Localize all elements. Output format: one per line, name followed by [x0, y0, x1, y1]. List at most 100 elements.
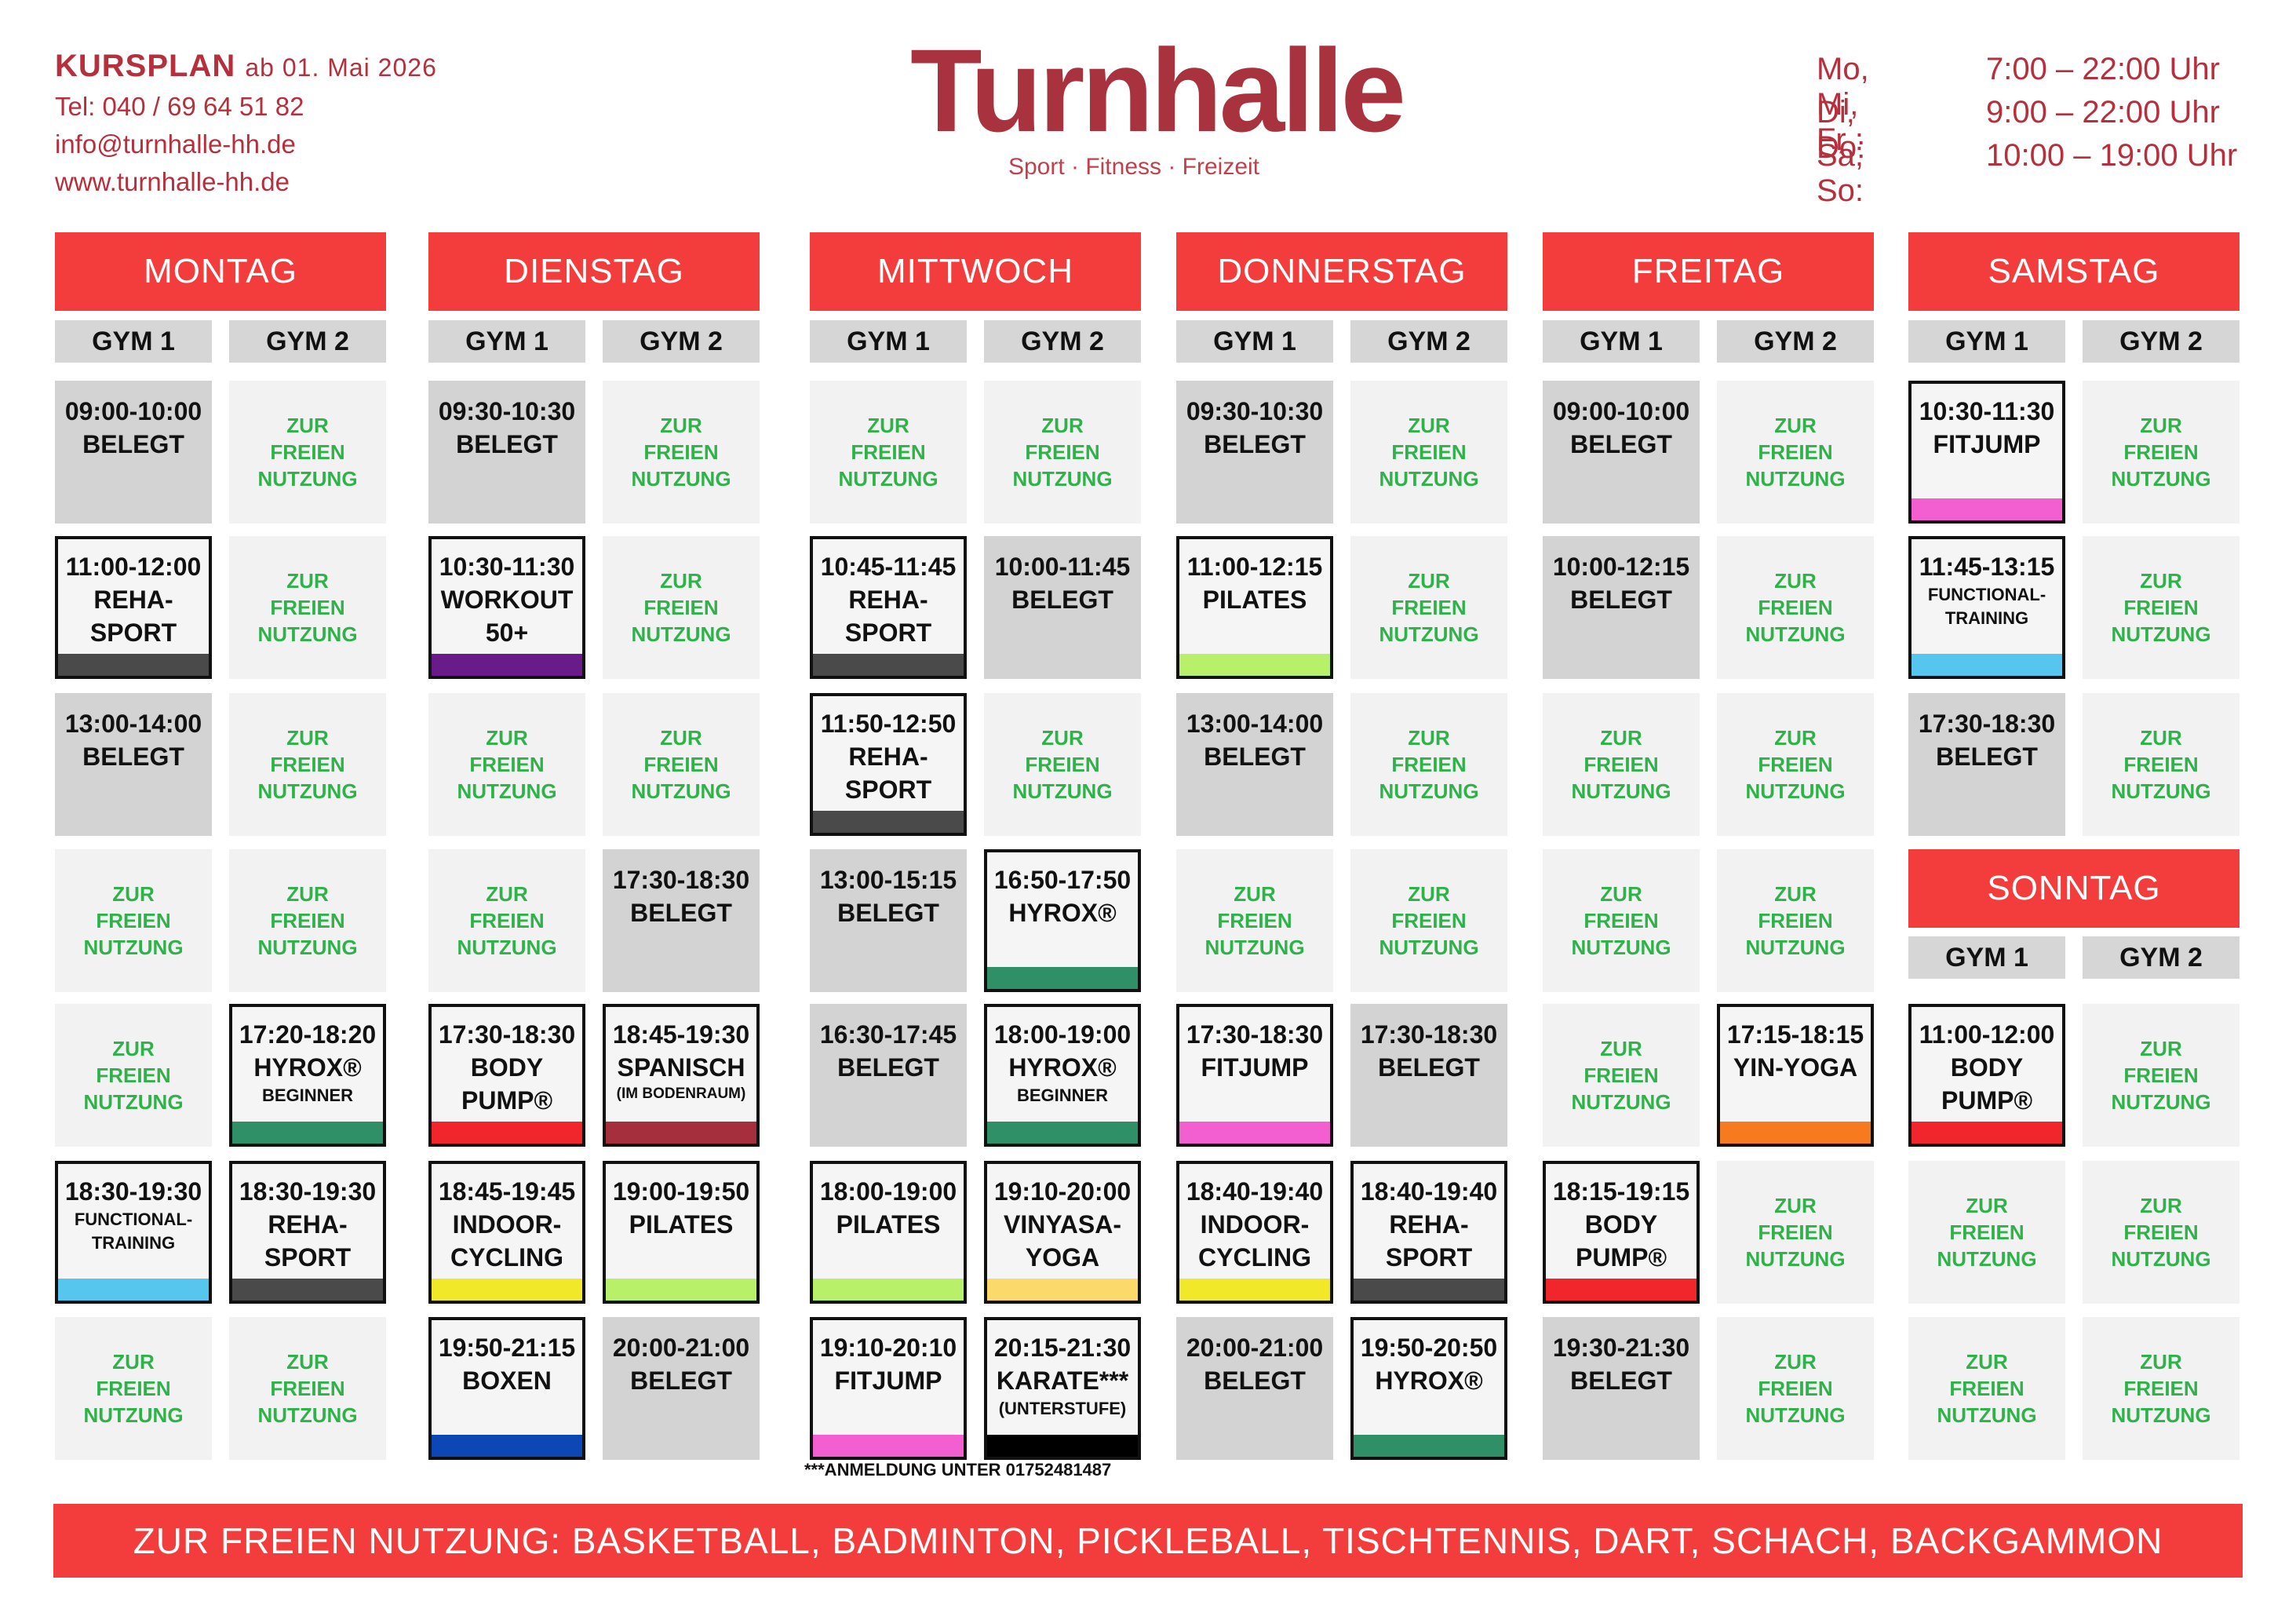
course-slot[interactable]: 10:45-11:45 REHA- SPORT — [810, 536, 967, 679]
course-slot[interactable]: 10:30-11:30 WORKOUT 50+ — [428, 536, 585, 679]
slot-time: 17:30-18:30 — [1186, 1020, 1324, 1049]
course-slot[interactable]: 16:50-17:50 HYROX® — [984, 849, 1141, 992]
email[interactable]: info@turnhalle-hh.de — [55, 130, 296, 159]
slot-title: WORKOUT — [440, 586, 574, 614]
slot-title: BELEGT — [1570, 1366, 1672, 1395]
free-slot-label: ZUR FREIEN NUTZUNG — [838, 414, 938, 491]
slot-time: 13:00-14:00 — [64, 710, 202, 738]
gym1-header: GYM 1 — [1908, 936, 2065, 979]
slot-title: FITJUMP — [834, 1366, 942, 1395]
course-color-bar — [987, 967, 1138, 989]
slot-time: 11:00-12:00 — [1919, 1020, 2055, 1049]
slot-title: FITJUMP — [1201, 1053, 1309, 1082]
course-slot[interactable]: 18:15-19:15 BODY PUMP® — [1543, 1161, 1700, 1304]
slot-text: 17:15-18:15 YIN-YOGA — [1720, 1018, 1871, 1084]
course-slot[interactable]: 19:00-19:50 PILATES — [603, 1161, 760, 1304]
slot-subtitle: TRAINING — [91, 1233, 176, 1253]
slot-title: SPORT — [1385, 1243, 1473, 1272]
free-slot-label: ZUR FREIEN NUTZUNG — [2111, 726, 2211, 803]
slot-title: BELEGT — [1378, 1053, 1480, 1082]
course-slot[interactable]: 18:00-19:00 PILATES — [810, 1161, 967, 1304]
course-slot[interactable]: 17:30-18:30 BODY PUMP® — [428, 1004, 585, 1147]
slot-title: FITJUMP — [1933, 430, 2041, 458]
gym1-header: GYM 1 — [55, 320, 212, 363]
slot-time: 11:50-12:50 — [820, 710, 957, 738]
slot-text: 17:30-18:30 BELEGT — [1350, 1018, 1507, 1084]
course-slot[interactable]: 18:30-19:30 FUNCTIONAL- TRAINING — [55, 1161, 212, 1304]
free-slot-label: ZUR FREIEN NUTZUNG — [83, 882, 184, 959]
course-slot[interactable]: 19:10-20:00 VINYASA- YOGA — [984, 1161, 1141, 1304]
free-slot-label: ZUR FREIEN NUTZUNG — [1012, 726, 1113, 803]
course-slot[interactable]: 17:30-18:30 FITJUMP — [1176, 1004, 1333, 1147]
course-slot[interactable]: 18:40-19:40 REHA- SPORT — [1350, 1161, 1507, 1304]
slot-subtitle: BEGINNER — [261, 1085, 354, 1105]
slot-time: 11:00-12:00 — [65, 553, 202, 581]
slot-title: SPORT — [89, 618, 177, 647]
gym2-header: GYM 2 — [984, 320, 1141, 363]
slot-time: 10:00-11:45 — [994, 553, 1131, 581]
free-slot-label: ZUR FREIEN NUTZUNG — [257, 882, 358, 959]
course-slot[interactable]: 18:45-19:30 SPANISCH (IM BODENRAUM) — [603, 1004, 760, 1147]
course-slot[interactable]: 11:00-12:00 REHA- SPORT — [55, 536, 212, 679]
slot-time: 18:40-19:40 — [1186, 1177, 1324, 1206]
booked-slot: 17:30-18:30 BELEGT — [1908, 693, 2065, 836]
course-slot[interactable]: 18:40-19:40 INDOOR- CYCLING — [1176, 1161, 1333, 1304]
slot-title: SPANISCH — [617, 1053, 745, 1082]
course-slot[interactable]: 11:00-12:15 PILATES — [1176, 536, 1333, 679]
course-color-bar — [987, 1122, 1138, 1144]
slot-title: REHA- — [848, 586, 928, 614]
opening-time: 9:00 – 22:00 Uhr — [1986, 95, 2220, 130]
course-slot[interactable]: 11:00-12:00 BODY PUMP® — [1908, 1004, 2065, 1147]
free-slot: ZUR FREIEN NUTZUNG — [2083, 1004, 2240, 1147]
course-slot[interactable]: 19:50-20:50 HYROX® — [1350, 1317, 1507, 1460]
free-slot-label: ZUR FREIEN NUTZUNG — [1379, 569, 1479, 646]
course-slot[interactable]: 17:15-18:15 YIN-YOGA — [1717, 1004, 1874, 1147]
course-slot[interactable]: 11:45-13:15 FUNCTIONAL- TRAINING — [1908, 536, 2065, 679]
course-slot[interactable]: 18:00-19:00 HYROX® BEGINNER — [984, 1004, 1141, 1147]
free-slot-label: ZUR FREIEN NUTZUNG — [2111, 1037, 2211, 1114]
logo-wordmark: Turnhalle — [910, 24, 1406, 156]
free-slot-label: ZUR FREIEN NUTZUNG — [2111, 414, 2211, 491]
slot-time: 09:00-10:00 — [64, 397, 202, 425]
free-slot-label: ZUR FREIEN NUTZUNG — [1571, 1037, 1671, 1114]
course-color-bar — [987, 1435, 1138, 1457]
website[interactable]: www.turnhalle-hh.de — [55, 167, 290, 196]
course-color-bar — [432, 654, 582, 676]
kursplan-label: KURSPLAN — [55, 49, 236, 83]
free-slot-label: ZUR FREIEN NUTZUNG — [457, 882, 557, 959]
course-slot[interactable]: 10:30-11:30 FITJUMP — [1908, 381, 2065, 524]
course-slot[interactable]: 20:15-21:30 KARATE*** (UNTERSTUFE) — [984, 1317, 1141, 1460]
course-color-bar — [232, 1122, 383, 1144]
free-slot-label: ZUR FREIEN NUTZUNG — [1379, 882, 1479, 959]
free-slot: ZUR FREIEN NUTZUNG — [229, 693, 386, 836]
course-slot[interactable]: 19:10-20:10 FITJUMP — [810, 1317, 967, 1460]
slot-title: BELEGT — [1204, 430, 1306, 458]
course-slot[interactable]: 11:50-12:50 REHA- SPORT — [810, 693, 967, 836]
gym1-header: GYM 1 — [1908, 320, 2065, 363]
course-slot[interactable]: 19:50-21:15 BOXEN — [428, 1317, 585, 1460]
course-color-bar — [432, 1279, 582, 1301]
free-slot-label: ZUR FREIEN NUTZUNG — [1745, 414, 1846, 491]
slot-time: 11:45-13:15 — [1919, 553, 2055, 581]
plan-title: KURSPLAN ab 01. Mai 2026 — [55, 49, 437, 84]
free-slot: ZUR FREIEN NUTZUNG — [1908, 1317, 2065, 1460]
slot-title: BODY — [1950, 1053, 2024, 1082]
booked-slot: 13:00-14:00 BELEGT — [1176, 693, 1333, 836]
booked-slot: 09:30-10:30 BELEGT — [1176, 381, 1333, 524]
course-slot[interactable]: 18:45-19:45 INDOOR- CYCLING — [428, 1161, 585, 1304]
gym2-header: GYM 2 — [2083, 936, 2240, 979]
free-slot: ZUR FREIEN NUTZUNG — [428, 849, 585, 992]
slot-time: 18:45-19:30 — [612, 1020, 750, 1049]
phone[interactable]: Tel: 040 / 69 64 51 82 — [55, 92, 304, 121]
course-slot[interactable]: 17:20-18:20 HYROX® BEGINNER — [229, 1004, 386, 1147]
course-color-bar — [813, 1435, 964, 1457]
slot-title: INDOOR- — [452, 1210, 562, 1239]
slot-time: 19:50-21:15 — [438, 1334, 576, 1362]
course-slot[interactable]: 18:30-19:30 REHA- SPORT — [229, 1161, 386, 1304]
slot-title: BELEGT — [1011, 586, 1113, 614]
slot-text: 13:00-14:00 BELEGT — [55, 707, 212, 773]
valid-from: ab 01. Mai 2026 — [245, 53, 437, 82]
course-color-bar — [813, 654, 964, 676]
free-slot: ZUR FREIEN NUTZUNG — [2083, 693, 2240, 836]
course-color-bar — [813, 1279, 964, 1301]
